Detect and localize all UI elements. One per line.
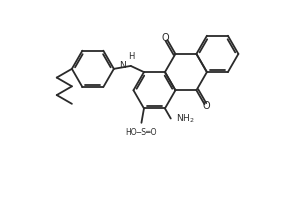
Text: N: N: [119, 61, 126, 70]
Text: O: O: [203, 101, 210, 111]
Text: O: O: [161, 33, 169, 43]
Text: HO─S═O: HO─S═O: [126, 128, 157, 137]
Text: H: H: [128, 52, 135, 61]
Text: NH$_2$: NH$_2$: [176, 112, 195, 125]
